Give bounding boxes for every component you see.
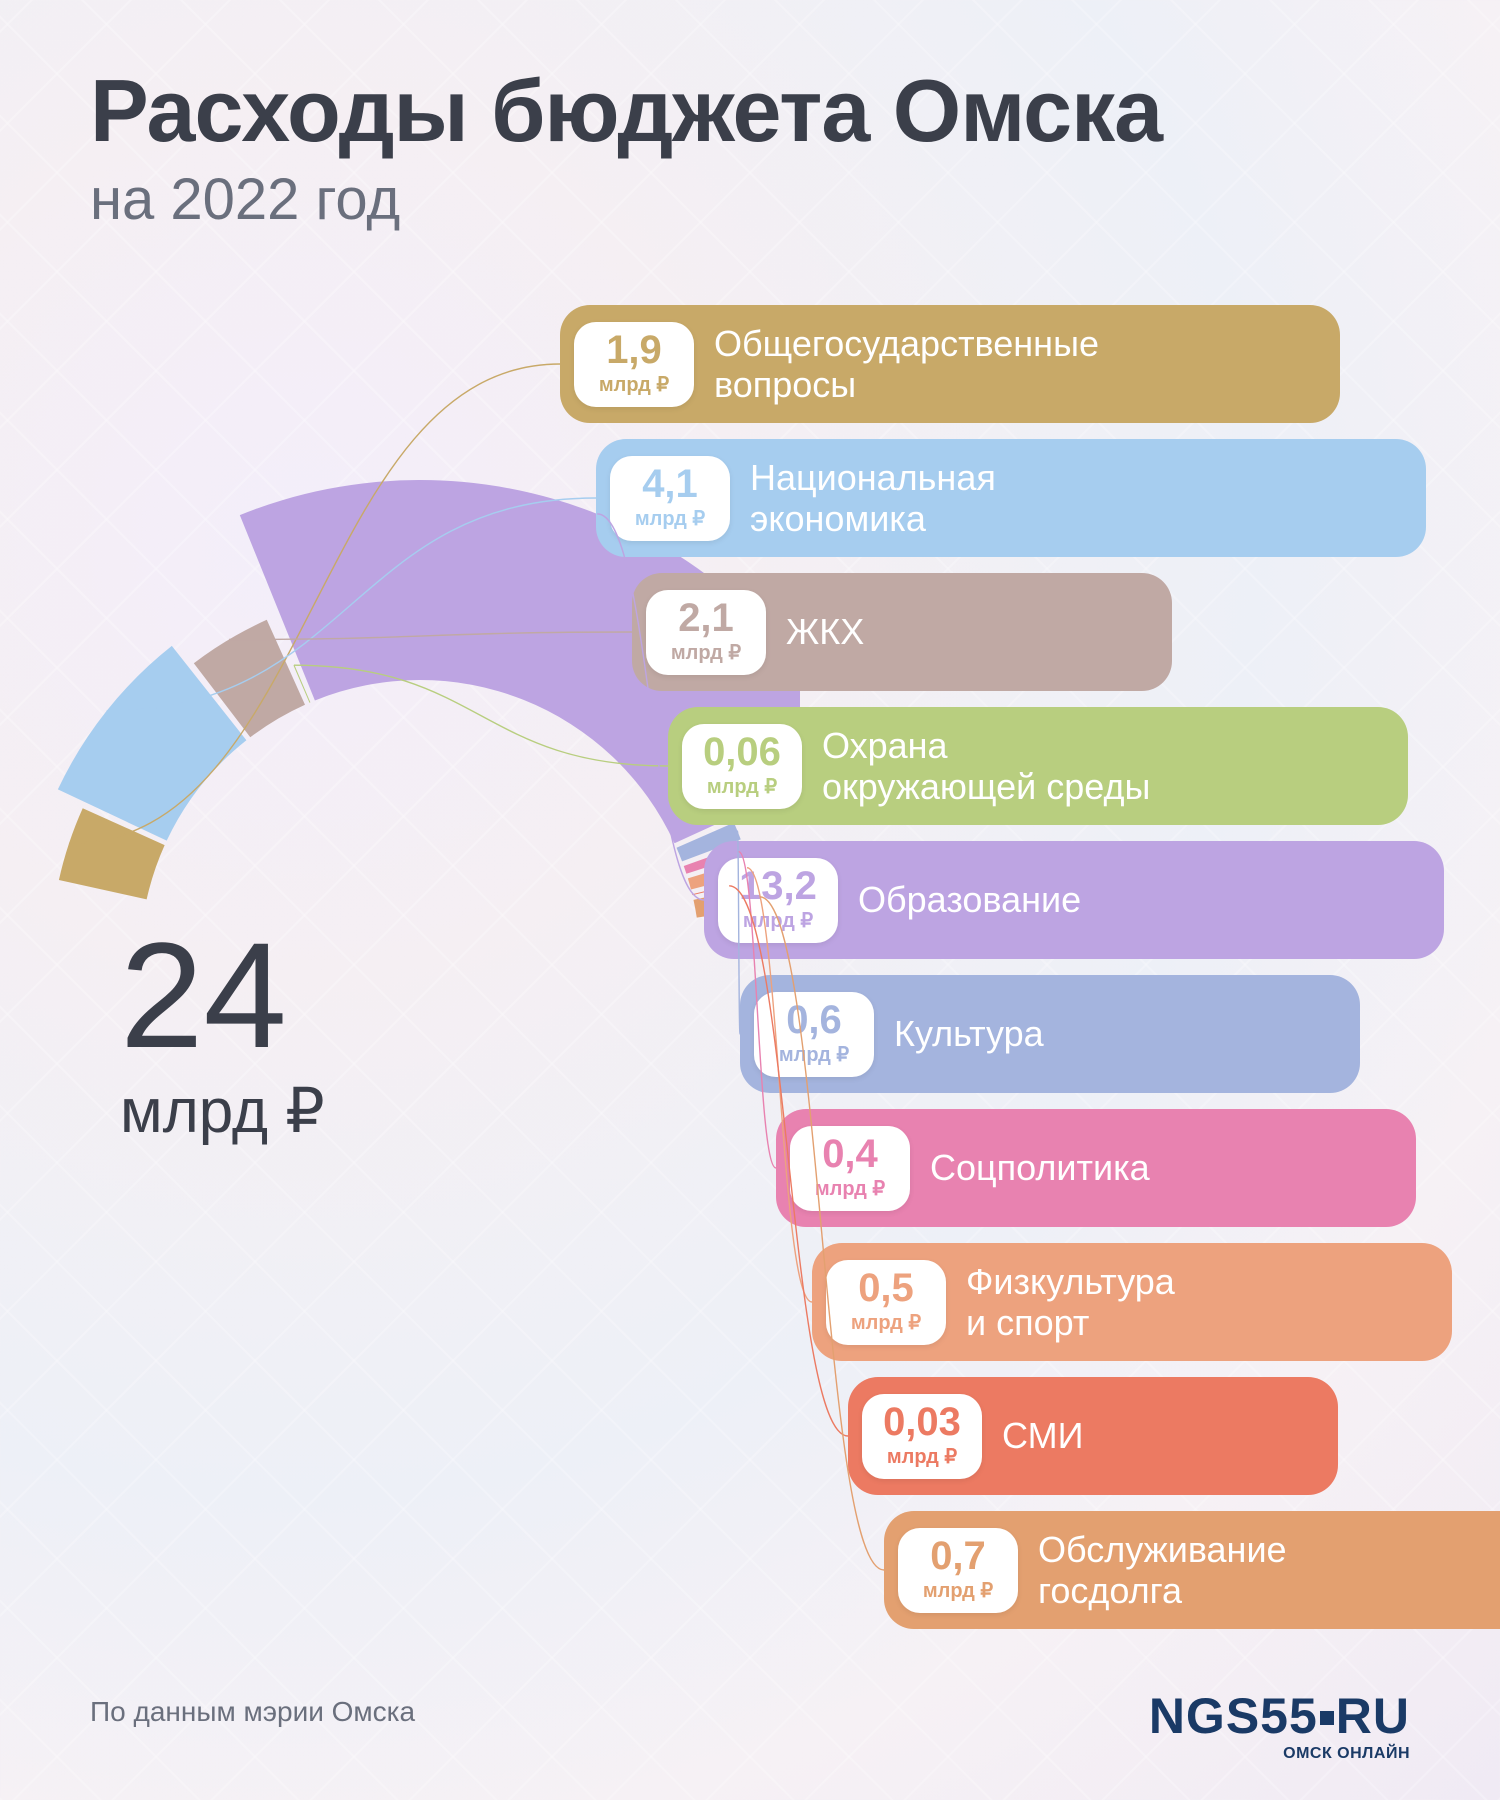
value-number: 0,6 <box>772 1000 856 1040</box>
value-number: 13,2 <box>736 866 820 906</box>
value-number: 2,1 <box>664 598 748 638</box>
value-badge: 13,2млрд ₽ <box>718 858 838 943</box>
item-label: Образование <box>858 879 1081 920</box>
value-unit: млрд ₽ <box>592 372 676 397</box>
title-main: Расходы бюджета Омска <box>90 60 1162 162</box>
item-label: Соцполитика <box>930 1147 1150 1188</box>
logo-square-icon <box>1320 1711 1334 1725</box>
value-unit: млрд ₽ <box>736 908 820 933</box>
logo-tagline: ОМСК ОНЛАЙН <box>1283 1745 1410 1763</box>
value-number: 0,03 <box>880 1402 964 1442</box>
value-number: 0,7 <box>916 1536 1000 1576</box>
item-label: Физкультураи спорт <box>966 1261 1175 1344</box>
value-badge: 2,1млрд ₽ <box>646 590 766 675</box>
value-badge: 0,4млрд ₽ <box>790 1126 910 1211</box>
value-badge: 0,03млрд ₽ <box>862 1394 982 1479</box>
legend-item-sport: 0,5млрд ₽Физкультураи спорт <box>812 1243 1452 1361</box>
legend-item-economy: 4,1млрд ₽Национальнаяэкономика <box>596 439 1426 557</box>
total-value: 24 <box>120 920 325 1070</box>
value-unit: млрд ₽ <box>808 1176 892 1201</box>
value-badge: 1,9млрд ₽ <box>574 322 694 407</box>
value-badge: 0,6млрд ₽ <box>754 992 874 1077</box>
legend-item-culture: 0,6млрд ₽ Культура <box>740 975 1360 1093</box>
title-block: Расходы бюджета Омска на 2022 год <box>90 60 1162 233</box>
item-label: ЖКХ <box>786 611 864 652</box>
value-unit: млрд ₽ <box>700 774 784 799</box>
value-unit: млрд ₽ <box>880 1444 964 1469</box>
title-subtitle: на 2022 год <box>90 166 1162 233</box>
logo: NGS55RU ОМСК ОНЛАЙН <box>1149 1687 1410 1745</box>
value-badge: 0,5млрд ₽ <box>826 1260 946 1345</box>
legend-item-media: 0,03млрд ₽ СМИ <box>848 1377 1338 1495</box>
value-unit: млрд ₽ <box>628 506 712 531</box>
legend-item-social: 0,4млрд ₽ Соцполитика <box>776 1109 1416 1227</box>
legend-items: 1,9млрд ₽Общегосударственныевопросы4,1мл… <box>560 305 1460 1645</box>
source-text: По данным мэрии Омска <box>90 1696 415 1728</box>
item-label: Общегосударственныевопросы <box>714 323 1099 406</box>
logo-text: NGS55RU <box>1149 1687 1410 1745</box>
item-label: СМИ <box>1002 1415 1083 1456</box>
legend-item-edu: 13,2млрд ₽ Образование <box>704 841 1444 959</box>
value-badge: 4,1млрд ₽ <box>610 456 730 541</box>
value-number: 0,4 <box>808 1134 892 1174</box>
value-number: 0,5 <box>844 1268 928 1308</box>
item-label: Охранаокружающей среды <box>822 725 1150 808</box>
value-number: 0,06 <box>700 732 784 772</box>
value-unit: млрд ₽ <box>772 1042 856 1067</box>
legend-item-housing: 2,1млрд ₽ ЖКХ <box>632 573 1172 691</box>
value-number: 4,1 <box>628 464 712 504</box>
value-unit: млрд ₽ <box>664 640 748 665</box>
item-label: Культура <box>894 1013 1044 1054</box>
legend-item-eco: 0,06млрд ₽Охранаокружающей среды <box>668 707 1408 825</box>
legend-item-gov: 1,9млрд ₽Общегосударственныевопросы <box>560 305 1340 423</box>
value-number: 1,9 <box>592 330 676 370</box>
total-unit: млрд ₽ <box>120 1074 325 1147</box>
item-label: Обслуживаниегосдолга <box>1038 1529 1287 1612</box>
item-label: Национальнаяэкономика <box>750 457 996 540</box>
value-unit: млрд ₽ <box>916 1578 1000 1603</box>
legend-item-debt: 0,7млрд ₽Обслуживаниегосдолга <box>884 1511 1500 1629</box>
total-block: 24 млрд ₽ <box>120 920 325 1147</box>
value-badge: 0,06млрд ₽ <box>682 724 802 809</box>
value-badge: 0,7млрд ₽ <box>898 1528 1018 1613</box>
value-unit: млрд ₽ <box>844 1310 928 1335</box>
